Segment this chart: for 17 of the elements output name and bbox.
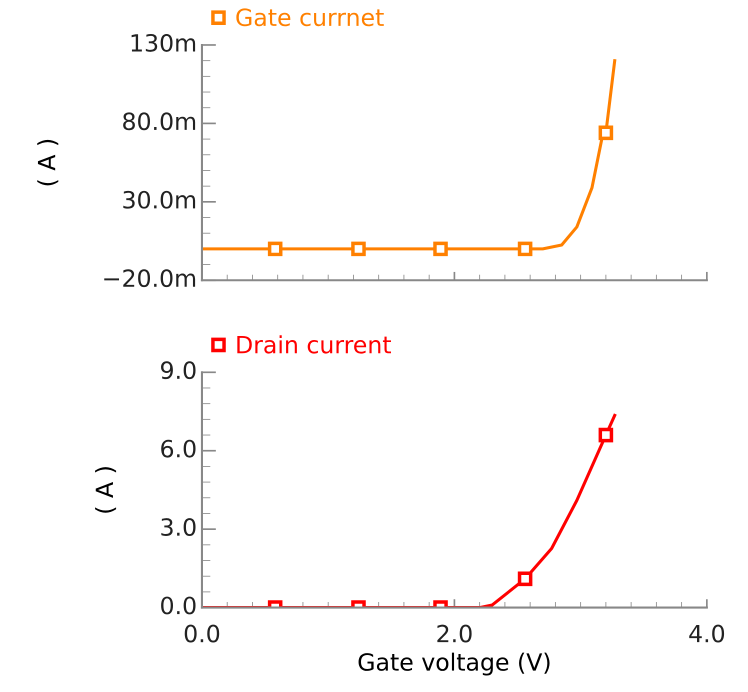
y-tick-label: 3.0 [161,518,196,536]
y-tick-label: 9.0 [161,361,196,380]
y-tick-label: 130m [132,34,196,52]
line-series [202,414,616,608]
y-tick-label: 80.0m [123,112,196,130]
y-tick-label: 0.0 [161,596,196,614]
legend-label: Gate currnet [236,8,384,26]
y-axis-title: ( A ) [37,140,58,186]
legend-label: Drain current [237,335,391,354]
y-tick-label: −20.0m [104,269,196,288]
x-axis-title: Gate voltage (V) [358,652,550,676]
y-axis-title: ( A ) [95,467,116,513]
y-tick-label: 30.0m [123,190,196,209]
x-tick-label: 4.0 [689,624,724,643]
x-tick-label: 0.0 [184,624,220,643]
y-tick-label: 6.0 [161,440,196,458]
x-tick-label: 2.0 [437,624,472,643]
